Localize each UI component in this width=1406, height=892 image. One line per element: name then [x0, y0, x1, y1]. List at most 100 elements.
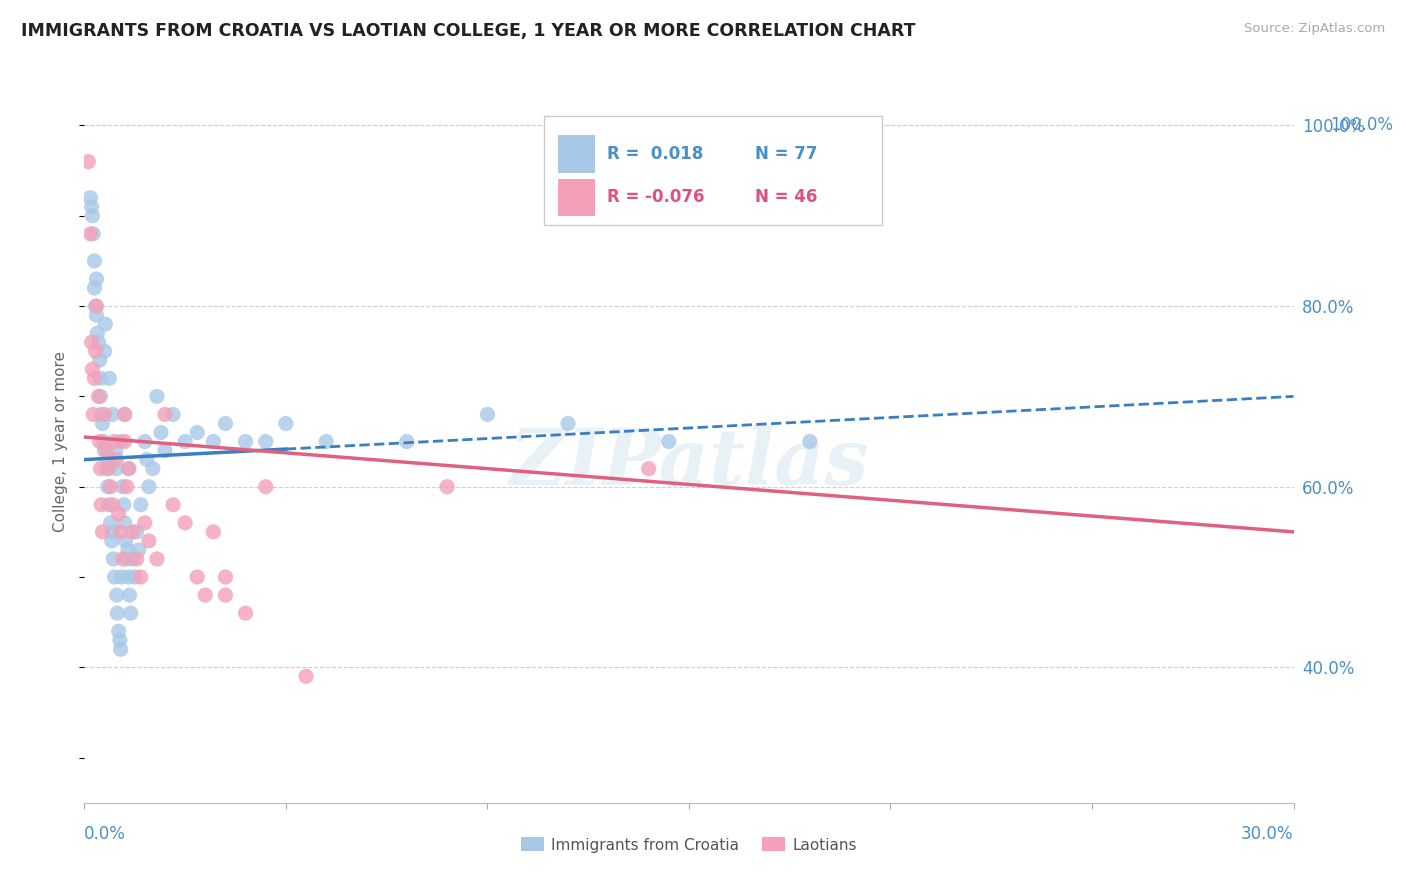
Point [83, 281, 105, 295]
Text: 0.0%: 0.0% [84, 825, 127, 843]
Point [125, 552, 148, 566]
Point [110, 524, 132, 539]
Point [114, 408, 136, 422]
Point [114, 434, 136, 449]
Point [799, 434, 821, 449]
Point [117, 542, 139, 557]
Text: 100.0%: 100.0% [1330, 117, 1393, 135]
Point [83, 371, 105, 385]
Point [138, 533, 160, 548]
Point [174, 434, 197, 449]
Point [96, 461, 118, 475]
Point [93, 408, 115, 422]
Point [97, 452, 120, 467]
Point [146, 552, 169, 566]
Point [138, 480, 160, 494]
Point [77, 154, 100, 169]
Point [104, 570, 127, 584]
Point [557, 417, 579, 431]
Point [121, 524, 143, 539]
Point [395, 434, 418, 449]
Point [89, 389, 111, 403]
Point [84, 344, 107, 359]
Point [118, 570, 141, 584]
Text: N = 46: N = 46 [755, 188, 818, 206]
Point [118, 588, 141, 602]
FancyBboxPatch shape [544, 116, 883, 225]
Point [82, 408, 104, 422]
Point [235, 606, 257, 620]
Point [186, 570, 208, 584]
Point [125, 524, 148, 539]
Point [153, 443, 176, 458]
FancyBboxPatch shape [558, 178, 595, 216]
Point [101, 408, 124, 422]
Point [80, 335, 103, 350]
Y-axis label: College, 1 year or more: College, 1 year or more [53, 351, 69, 532]
Point [105, 588, 128, 602]
Point [477, 408, 499, 422]
Point [80, 200, 103, 214]
Point [114, 516, 136, 530]
Point [174, 516, 197, 530]
Point [91, 417, 114, 431]
Point [315, 434, 337, 449]
Point [162, 498, 184, 512]
Point [89, 434, 111, 449]
Point [114, 533, 136, 548]
Point [118, 461, 141, 475]
Point [658, 434, 681, 449]
Text: N = 77: N = 77 [755, 145, 818, 163]
Point [142, 461, 165, 475]
Point [82, 227, 104, 241]
Point [91, 524, 114, 539]
Point [79, 227, 101, 241]
Point [436, 480, 458, 494]
Point [107, 606, 129, 620]
Text: R =  0.018: R = 0.018 [607, 145, 703, 163]
Point [98, 371, 121, 385]
Legend: Immigrants from Croatia, Laotians: Immigrants from Croatia, Laotians [513, 830, 865, 860]
Point [129, 498, 152, 512]
Point [202, 524, 225, 539]
Point [111, 552, 134, 566]
Point [295, 669, 318, 683]
Point [104, 443, 127, 458]
Point [110, 570, 132, 584]
Point [86, 308, 108, 322]
Point [89, 353, 111, 368]
Point [110, 642, 132, 657]
Point [100, 516, 122, 530]
Point [97, 498, 120, 512]
Point [214, 570, 236, 584]
Point [118, 461, 141, 475]
Point [235, 434, 257, 449]
Point [214, 417, 236, 431]
Point [129, 570, 152, 584]
Point [153, 408, 176, 422]
Point [120, 606, 142, 620]
Point [194, 588, 217, 602]
Text: IMMIGRANTS FROM CROATIA VS LAOTIAN COLLEGE, 1 YEAR OR MORE CORRELATION CHART: IMMIGRANTS FROM CROATIA VS LAOTIAN COLLE… [21, 22, 915, 40]
Point [103, 552, 125, 566]
Text: Source: ZipAtlas.com: Source: ZipAtlas.com [1244, 22, 1385, 36]
Point [83, 253, 105, 268]
Point [89, 461, 111, 475]
Point [104, 434, 127, 449]
Point [134, 434, 156, 449]
Text: R = -0.076: R = -0.076 [607, 188, 704, 206]
Point [274, 417, 297, 431]
Point [82, 362, 104, 376]
Point [135, 452, 157, 467]
Point [254, 480, 277, 494]
Point [134, 516, 156, 530]
Point [93, 344, 115, 359]
Point [93, 434, 115, 449]
Point [115, 480, 138, 494]
Point [107, 624, 129, 639]
Point [105, 452, 128, 467]
Point [101, 498, 124, 512]
Point [108, 633, 131, 648]
Point [94, 317, 117, 331]
Point [86, 299, 108, 313]
